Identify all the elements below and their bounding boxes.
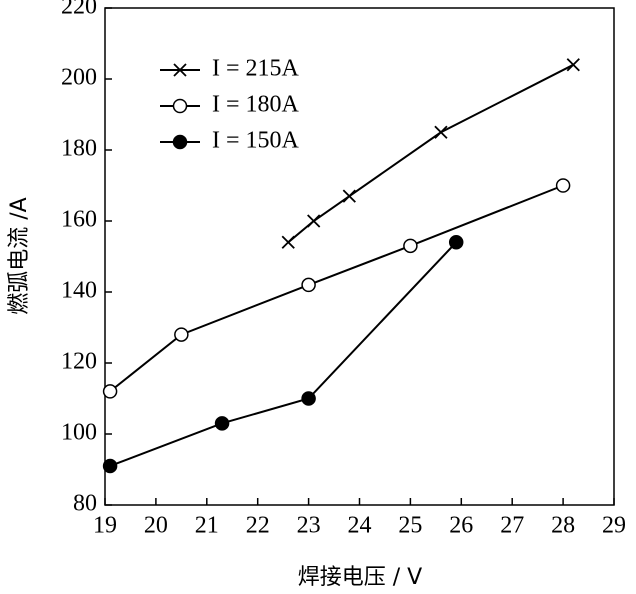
y-tick-label: 100 (61, 420, 97, 446)
marker (281, 235, 295, 249)
x-tick-label: 29 (602, 513, 626, 539)
legend-marker (172, 134, 188, 150)
marker (566, 58, 580, 72)
y-tick-label: 220 (61, 0, 97, 20)
x-axis-title: 焊接电压 / V (298, 565, 422, 590)
x-tick-label: 26 (449, 513, 473, 539)
y-tick-label: 180 (61, 136, 97, 162)
legend-marker (172, 98, 188, 114)
marker (342, 189, 356, 203)
x-tick-label: 25 (398, 513, 422, 539)
series-line (287, 63, 574, 244)
series-line (109, 241, 457, 467)
marker (307, 214, 321, 228)
marker (301, 391, 316, 406)
marker (555, 178, 571, 193)
y-tick-label: 80 (73, 491, 97, 517)
marker (102, 384, 118, 399)
x-tick-label: 21 (195, 513, 219, 539)
legend-label: I = 215A (212, 56, 300, 82)
x-tick-label: 20 (144, 513, 168, 539)
marker (301, 277, 316, 293)
x-tick-label: 23 (297, 513, 321, 539)
marker (403, 238, 418, 254)
legend-marker (173, 63, 187, 77)
marker (102, 458, 118, 474)
marker (214, 416, 230, 431)
marker (174, 327, 189, 342)
x-tick-label: 24 (348, 513, 372, 539)
legend-label: I = 180A (212, 92, 300, 118)
x-tick-label: 27 (500, 513, 524, 539)
marker (448, 235, 464, 250)
x-tick-label: 22 (246, 513, 270, 539)
x-tick-label: 19 (93, 513, 117, 539)
y-tick-label: 140 (61, 278, 97, 304)
y-tick-label: 120 (61, 349, 97, 375)
y-tick-label: 160 (61, 207, 97, 233)
series-line (109, 184, 564, 393)
marker (434, 125, 448, 139)
legend-label: I = 150A (212, 128, 300, 154)
y-tick-label: 200 (61, 65, 97, 91)
y-axis-title: 燃弧电流 /A (7, 197, 32, 314)
x-tick-label: 28 (551, 513, 575, 539)
